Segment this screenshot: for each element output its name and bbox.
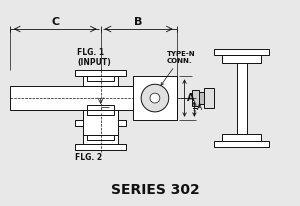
Text: C: C (51, 17, 59, 27)
Text: FLG. 1
(INPUT): FLG. 1 (INPUT) (77, 48, 111, 68)
Bar (87, 110, 115, 115)
Text: SERIES 302: SERIES 302 (111, 183, 199, 197)
Bar (75, 70, 126, 76)
Bar (222, 55, 262, 63)
Bar (83, 135, 118, 144)
Bar (237, 63, 247, 133)
Text: FLG. 2: FLG. 2 (75, 153, 102, 162)
Bar (83, 110, 118, 120)
Bar (87, 105, 115, 110)
Bar (214, 142, 269, 147)
Bar (75, 120, 126, 126)
Bar (83, 76, 118, 86)
Text: TYPE-N
CONN.: TYPE-N CONN. (161, 50, 195, 85)
Bar (87, 135, 115, 139)
Bar (83, 110, 118, 135)
Circle shape (150, 93, 160, 103)
Bar (10, 86, 168, 110)
Bar (192, 90, 199, 106)
Text: B: B (134, 17, 143, 27)
Bar (75, 144, 126, 150)
Bar (222, 133, 262, 142)
Bar (204, 88, 214, 108)
Bar (133, 76, 177, 120)
Bar (214, 49, 269, 55)
Text: A: A (187, 93, 194, 103)
Circle shape (141, 84, 169, 112)
Bar (87, 76, 115, 81)
Bar (199, 92, 204, 104)
Text: $\frac{1}{2}$A: $\frac{1}{2}$A (192, 101, 204, 117)
